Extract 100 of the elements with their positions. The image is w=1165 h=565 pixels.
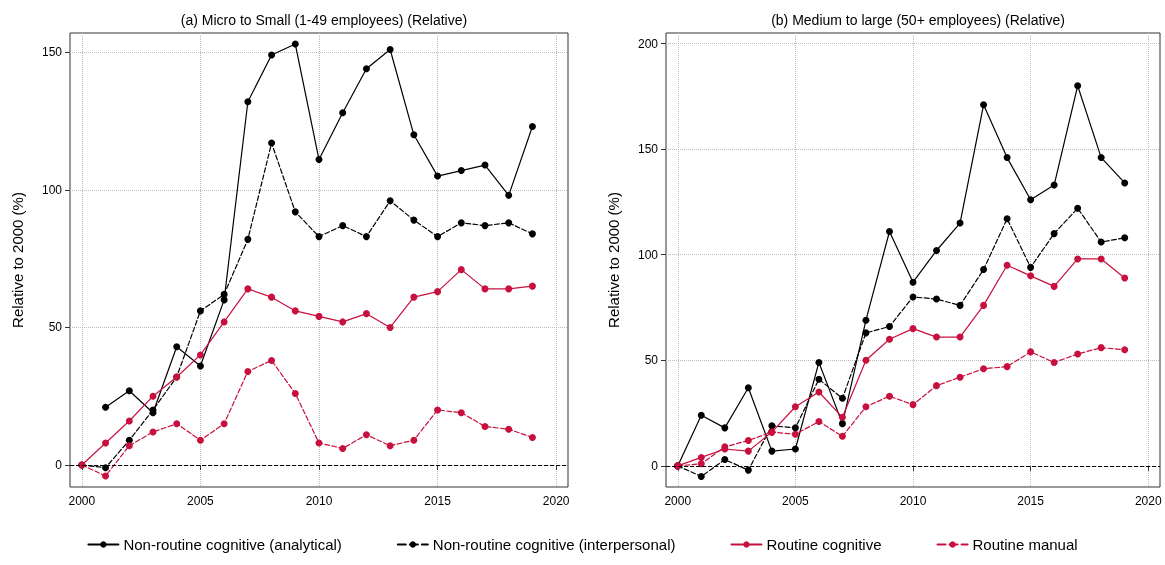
point (457, 409, 465, 417)
point (956, 301, 964, 309)
point (791, 445, 799, 453)
point (434, 172, 442, 180)
point (386, 197, 394, 205)
point (933, 295, 941, 303)
point (386, 46, 394, 54)
point (102, 439, 110, 447)
point (885, 335, 893, 343)
point (291, 40, 299, 48)
point (838, 432, 846, 440)
point (909, 325, 917, 333)
point (1121, 234, 1129, 242)
point (125, 417, 133, 425)
point (1050, 358, 1058, 366)
point (291, 307, 299, 315)
point (697, 411, 705, 419)
x-tick-label: 2015 (1017, 494, 1045, 508)
point (768, 422, 776, 430)
y-tick-label: 0 (55, 457, 63, 472)
point (862, 356, 870, 364)
point (815, 375, 823, 383)
point (102, 472, 110, 480)
point (791, 424, 799, 432)
point (838, 413, 846, 421)
point (196, 351, 204, 359)
point (149, 392, 157, 400)
point (885, 392, 893, 400)
point (862, 329, 870, 337)
y-tick-label: 150 (637, 142, 659, 157)
point (1003, 215, 1011, 223)
point (862, 316, 870, 324)
point (268, 139, 276, 147)
y-axis-title: Relative to 2000 (%) (9, 192, 26, 328)
point (362, 65, 370, 73)
y-tick-label: 100 (637, 247, 659, 262)
point (362, 310, 370, 318)
point (721, 456, 729, 464)
point (980, 266, 988, 273)
point (244, 98, 252, 106)
point (362, 233, 370, 241)
point (1050, 282, 1058, 290)
point (528, 433, 536, 441)
point (862, 403, 870, 411)
point (291, 389, 299, 397)
point (410, 436, 418, 444)
point (362, 431, 370, 439)
point (1121, 179, 1129, 187)
x-tick-label: 2005 (782, 494, 810, 508)
point (315, 312, 323, 320)
point (980, 101, 988, 109)
point (1050, 230, 1058, 238)
point (244, 235, 252, 243)
point (1003, 363, 1011, 371)
point (505, 285, 513, 293)
point (744, 437, 752, 445)
point (196, 436, 204, 444)
point (744, 384, 752, 392)
chart-title: (b) Medium to large (50+ employees) (Relative) (771, 12, 1065, 28)
point (768, 447, 776, 455)
point (1074, 82, 1082, 90)
point (1003, 154, 1011, 162)
y-tick-label: 200 (637, 36, 659, 51)
legend-label: Routine cognitive (766, 536, 882, 553)
legend-label: Non-routine cognitive (interpersonal) (432, 536, 676, 553)
x-tick-label: 2010 (899, 494, 927, 508)
point (528, 123, 536, 131)
point (1097, 344, 1105, 352)
point (315, 156, 323, 164)
y-tick-label: 50 (644, 353, 659, 368)
legend-label: Non-routine cognitive (analytical) (123, 536, 342, 553)
point (457, 266, 465, 274)
point (744, 466, 752, 474)
point (933, 382, 941, 390)
point (505, 219, 513, 227)
point (1097, 255, 1105, 263)
point (697, 472, 705, 480)
point (505, 425, 513, 433)
point (196, 362, 204, 370)
point (173, 343, 181, 351)
point (791, 403, 799, 411)
point (220, 290, 228, 298)
point (315, 233, 323, 241)
point (933, 247, 941, 254)
y-tick-label: 0 (651, 458, 659, 473)
point (339, 222, 347, 230)
point (1027, 196, 1035, 204)
point (434, 233, 442, 241)
point (505, 191, 513, 199)
point (125, 442, 133, 450)
point (980, 301, 988, 309)
point (1097, 238, 1105, 246)
point (1003, 261, 1011, 269)
point (481, 222, 489, 230)
x-tick-label: 2010 (305, 494, 333, 508)
point (697, 460, 705, 468)
point (268, 293, 276, 301)
point (697, 453, 705, 461)
point (386, 442, 394, 450)
x-tick-label: 2020 (542, 494, 570, 508)
